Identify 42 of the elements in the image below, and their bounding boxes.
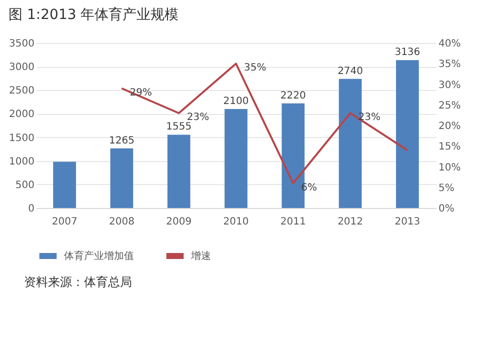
x-tick-label: 2009 [166,216,192,228]
bar [110,148,134,208]
y2-tick-label: 10% [438,162,461,174]
y2-tick-label: 35% [438,59,461,70]
data-label: 3136 [394,47,420,58]
data-label: 23% [186,112,210,124]
y2-tick-label: 15% [438,142,461,153]
y2-tick-label: 20% [438,121,461,132]
y2-tick-label: 0% [438,204,454,214]
x-tick-label: 2013 [394,216,420,228]
data-label: 1265 [108,135,134,146]
y-tick-label: 2500 [9,86,34,97]
data-label: 35% [244,62,266,74]
bar [53,162,76,208]
bar [396,60,419,208]
x-tick-label: 2010 [223,216,249,228]
x-tick-label: 2012 [338,216,364,228]
y2-tick-label: 40% [438,38,461,50]
y2-tick-label: 30% [438,80,461,91]
y-tick-label: 1500 [9,132,34,144]
y2-tick-label: 5% [438,182,454,194]
bar [167,134,190,208]
data-label: 29% [130,87,152,98]
data-label: 2220 [280,90,306,102]
chart-title: 图 1:2013 年体育产业规模 [8,6,179,23]
x-tick-label: 2007 [52,216,78,228]
y-tick-label: 0 [28,204,34,214]
x-tick-label: 2008 [108,216,134,228]
y2-tick-label: 25% [438,100,461,112]
x-tick-label: 2011 [280,216,306,228]
data-label: 1555 [166,122,192,133]
y-tick-label: 3500 [9,38,34,50]
data-label: 2100 [223,96,249,107]
y-tick-label: 2000 [9,109,34,120]
y-tick-label: 500 [15,180,34,191]
bar [224,109,248,208]
legend-label: 体育产业增加值 [64,250,134,262]
text: 资料来源：体育总局 [23,274,133,291]
y-tick-label: 1000 [9,156,34,168]
y-tick-label: 3000 [9,62,34,74]
legend-label: 增速 [190,250,211,262]
data-label: 2740 [338,66,364,77]
